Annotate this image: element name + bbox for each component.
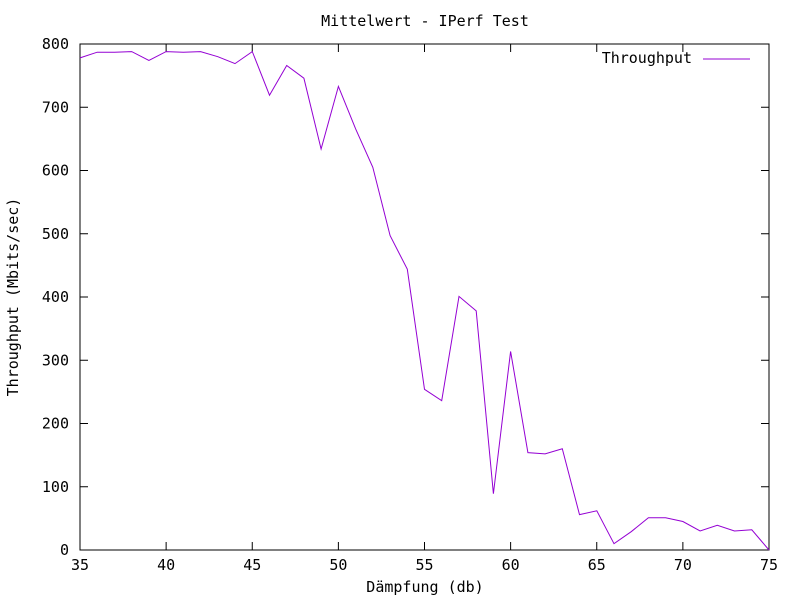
y-tick-label: 600 <box>42 162 69 180</box>
y-tick-label: 0 <box>60 541 69 559</box>
y-tick-label: 300 <box>42 351 69 369</box>
x-tick-label: 40 <box>157 556 175 574</box>
y-tick-label: 800 <box>42 35 69 53</box>
y-tick-label: 500 <box>42 225 69 243</box>
plot-border <box>79 43 770 551</box>
series-line-throughput <box>79 50 770 551</box>
y-tick-label: 400 <box>42 288 69 306</box>
x-tick-label: 70 <box>674 556 692 574</box>
x-tick-label: 45 <box>243 556 261 574</box>
x-tick-label: 65 <box>588 556 606 574</box>
x-tick-label: 50 <box>329 556 347 574</box>
y-tick-label: 200 <box>42 415 69 433</box>
x-tick-label: 60 <box>502 556 520 574</box>
chart-title: Mittelwert - IPerf Test <box>321 12 529 30</box>
x-axis-label: Dämpfung (db) <box>366 578 483 596</box>
x-tick-label: 35 <box>71 556 89 574</box>
legend-label: Throughput <box>602 49 692 67</box>
plot-area: 35 40 45 50 55 60 65 70 75 0 100 200 300 400 500 600 700… <box>42 35 778 574</box>
x-tick-label: 75 <box>760 556 778 574</box>
y-tick-label: 100 <box>42 478 69 496</box>
x-tick-label: 55 <box>415 556 433 574</box>
legend: Throughput <box>602 49 750 67</box>
y-tick-label: 700 <box>42 98 69 116</box>
y-axis-label: Throughput (Mbits/sec) <box>4 198 22 397</box>
